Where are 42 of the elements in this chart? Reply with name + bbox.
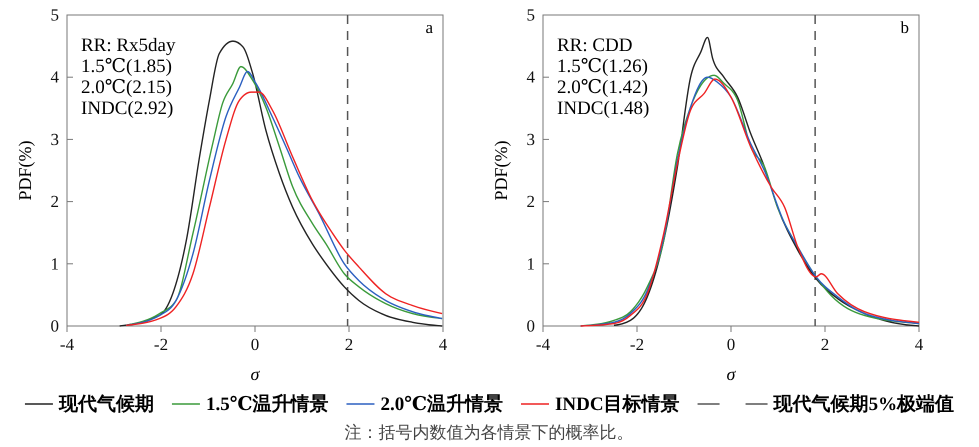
- y-tick-label: 2: [526, 192, 535, 212]
- y-tick-label: 0: [50, 316, 59, 336]
- x-tick-label: -2: [154, 335, 168, 354]
- y-tick-label: 0: [526, 316, 535, 336]
- annotation: 2.0℃(1.42): [557, 77, 648, 98]
- y-tick-label: 4: [526, 68, 536, 87]
- annotation: RR: Rx5day: [81, 35, 176, 56]
- y-tick-label: 4: [50, 68, 60, 87]
- annotation: RR: CDD: [557, 35, 632, 56]
- y-axis-title: PDF(%): [15, 140, 35, 201]
- x-tick-label: 2: [344, 335, 354, 354]
- legend-label: 1.5℃温升情景: [206, 393, 328, 415]
- y-tick-label: 5: [526, 5, 535, 24]
- x-tick-label: 0: [250, 335, 260, 354]
- legend-label: 2.0℃温升情景: [380, 393, 503, 415]
- annotation: 1.5℃(1.85): [81, 56, 172, 77]
- x-tick-label: 4: [914, 335, 924, 354]
- x-axis-title: σ: [250, 364, 261, 384]
- x-tick-label: 0: [726, 335, 736, 354]
- annotation: INDC(2.92): [81, 98, 174, 119]
- y-tick-label: 1: [526, 254, 535, 274]
- y-tick-label: 1: [50, 254, 59, 274]
- x-tick-label: 2: [820, 335, 830, 354]
- legend-label: 现代气候期5%极端值: [772, 393, 954, 415]
- y-tick-label: 3: [50, 130, 59, 149]
- annotation: 2.0℃(2.15): [81, 77, 172, 98]
- y-tick-label: 2: [50, 192, 59, 212]
- annotation: INDC(1.48): [557, 98, 650, 119]
- y-tick-label: 3: [526, 130, 535, 149]
- x-axis-title: σ: [726, 364, 737, 384]
- legend-label: 现代气候期: [58, 394, 154, 415]
- x-tick-label: -4: [60, 335, 75, 354]
- x-tick-label: 4: [438, 335, 448, 354]
- y-tick-label: 5: [50, 5, 59, 24]
- chart-title: a: [425, 18, 434, 37]
- annotation: 1.5℃(1.26): [557, 56, 648, 77]
- x-tick-label: -4: [536, 335, 551, 354]
- legend-label: INDC目标情景: [555, 394, 680, 415]
- chart-title: b: [900, 18, 909, 37]
- x-tick-label: -2: [630, 335, 644, 354]
- text: 注：括号内数值为各情景下的概率比。: [344, 423, 634, 442]
- y-axis-title: PDF(%): [491, 140, 511, 201]
